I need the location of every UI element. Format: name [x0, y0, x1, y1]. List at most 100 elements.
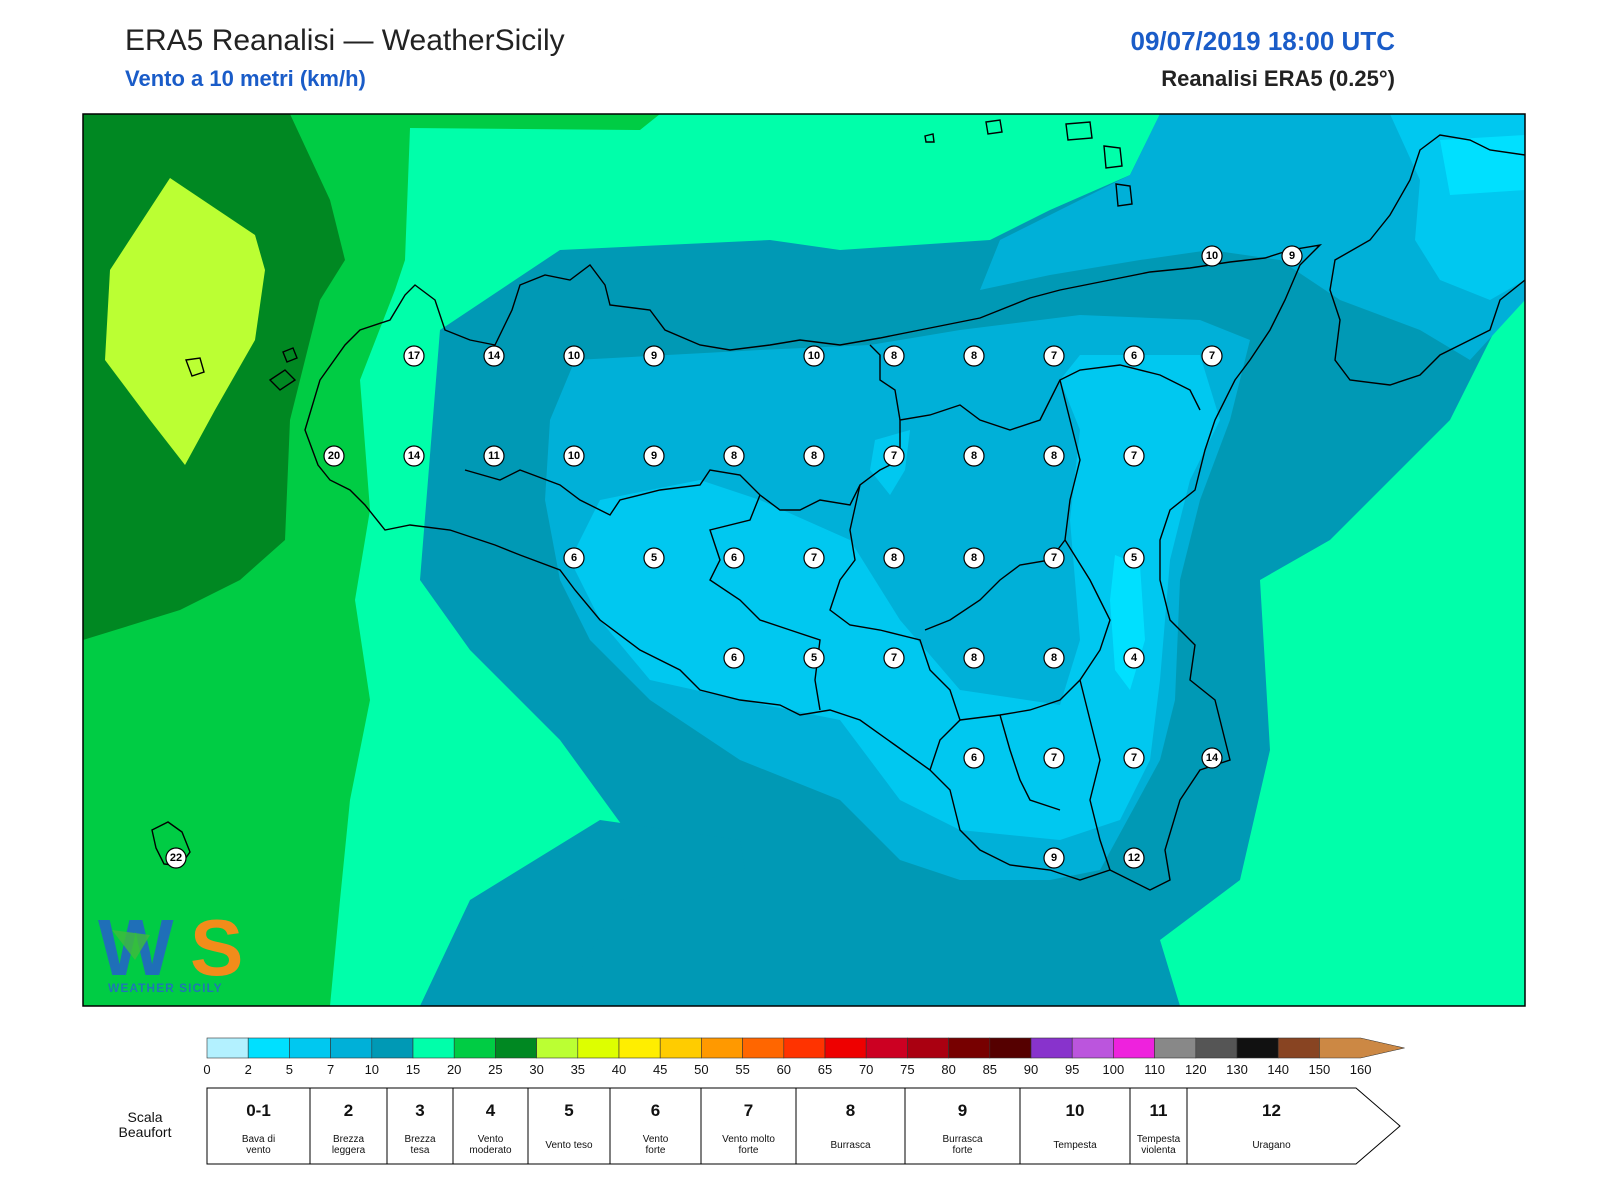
beaufort-number: 6 [651, 1101, 660, 1120]
colorbar-tick-label: 85 [983, 1062, 997, 1077]
station-value: 9 [651, 350, 657, 362]
station-marker: 6 [963, 747, 985, 769]
station-value: 10 [1206, 250, 1218, 262]
colorbar-tick-label: 160 [1350, 1062, 1372, 1077]
station-marker: 5 [1123, 547, 1145, 569]
beaufort-title-2: Beaufort [119, 1124, 172, 1140]
station-marker: 7 [1123, 445, 1145, 467]
station-marker: 17 [403, 345, 425, 367]
colorbar-segment [289, 1037, 331, 1059]
station-marker: 8 [963, 647, 985, 669]
beaufort-number: 7 [744, 1101, 753, 1120]
station-circle [963, 647, 985, 669]
station-marker: 7 [1043, 547, 1065, 569]
colorbar-tick-label: 40 [612, 1062, 626, 1077]
station-circle [1123, 547, 1145, 569]
station-value: 7 [1131, 752, 1137, 764]
beaufort-number: 8 [846, 1101, 855, 1120]
station-circle [643, 345, 665, 367]
colorbar-tick-label: 130 [1226, 1062, 1248, 1077]
station-value: 8 [731, 450, 737, 462]
station-marker: 14 [403, 445, 425, 467]
colorbar-segment [701, 1037, 743, 1059]
station-circle [483, 445, 505, 467]
beaufort-cell [527, 1087, 611, 1165]
colorbar-segment [742, 1037, 785, 1059]
colorbar-tick-label: 10 [365, 1062, 379, 1077]
station-marker: 9 [1043, 847, 1065, 869]
colorbar-segment [1277, 1037, 1320, 1059]
station-circle [1123, 647, 1145, 669]
station-value: 8 [971, 652, 977, 664]
beaufort-class: 5 Vento teso [527, 1087, 611, 1165]
beaufort-cell [309, 1087, 388, 1165]
beaufort-cell [386, 1087, 454, 1165]
station-marker: 7 [1043, 345, 1065, 367]
station-value: 9 [1051, 852, 1057, 864]
beaufort-number: 9 [958, 1101, 967, 1120]
beaufort-cell [206, 1087, 311, 1165]
colorbar-tick-label: 90 [1024, 1062, 1038, 1077]
station-value: 5 [811, 652, 817, 664]
station-circle [723, 547, 745, 569]
station-circle [723, 445, 745, 467]
colorbar-segment [989, 1037, 1032, 1059]
colorbar-tick-label: 20 [447, 1062, 461, 1077]
colorbar-segment [865, 1037, 908, 1059]
beaufort-desc: forte [952, 1145, 972, 1156]
beaufort-number: 5 [564, 1101, 573, 1120]
beaufort-cell [795, 1087, 906, 1165]
beaufort-desc: Tempesta [1053, 1140, 1097, 1151]
station-labels: 10 9 17 14 10 9 10 8 8 7 6 7 20 14 11 10 9 8 8 7 8 8 7 6 5 6 7 8 8 7 5… [165, 245, 1303, 869]
station-value: 8 [811, 450, 817, 462]
station-marker: 8 [1043, 445, 1065, 467]
station-circle [1123, 345, 1145, 367]
beaufort-number: 0-1 [246, 1101, 271, 1120]
station-value: 10 [568, 350, 580, 362]
colorbar-tick-label: 70 [859, 1062, 873, 1077]
map-subtitle: Vento a 10 metri (km/h) [125, 66, 366, 91]
beaufort-desc: Brezza [333, 1134, 365, 1145]
colorbar-segment [1195, 1037, 1238, 1059]
station-value: 9 [1289, 250, 1295, 262]
station-circle [563, 345, 585, 367]
beaufort-desc: Bava di [242, 1134, 275, 1145]
station-circle [165, 847, 187, 869]
colorbar-tick-label: 95 [1065, 1062, 1079, 1077]
wind-speed-colorbar: 0 2 5 7 10 15 20 25 30 35 40 45 50 55 60 65 70 75 80 85 90 95… [203, 1037, 1405, 1077]
station-marker: 5 [803, 647, 825, 669]
station-marker: 8 [1043, 647, 1065, 669]
station-marker: 7 [1123, 747, 1145, 769]
colorbar-tick-label: 0 [203, 1062, 210, 1077]
station-marker: 14 [1201, 747, 1223, 769]
colorbar-tick-label: 55 [735, 1062, 749, 1077]
beaufort-title-1: Scala [127, 1109, 162, 1125]
station-marker: 8 [963, 445, 985, 467]
station-circle [563, 547, 585, 569]
station-marker: 9 [1281, 245, 1303, 267]
dataset-label: Reanalisi ERA5 (0.25°) [1161, 66, 1395, 91]
station-value: 5 [651, 552, 657, 564]
station-marker: 10 [563, 445, 585, 467]
colorbar-segment [1071, 1037, 1114, 1059]
station-value: 12 [1128, 852, 1140, 864]
station-circle [883, 547, 905, 569]
beaufort-cell [700, 1087, 797, 1165]
beaufort-cell [609, 1087, 702, 1165]
station-circle [803, 345, 825, 367]
station-marker: 10 [803, 345, 825, 367]
station-value: 6 [731, 652, 737, 664]
station-value: 22 [170, 852, 182, 864]
colorbar-segment [1236, 1037, 1279, 1059]
station-value: 8 [891, 350, 897, 362]
station-marker: 20 [323, 445, 345, 467]
station-marker: 7 [1043, 747, 1065, 769]
station-marker: 6 [723, 547, 745, 569]
station-value: 14 [1206, 752, 1219, 764]
station-marker: 5 [643, 547, 665, 569]
colorbar-segment [907, 1037, 949, 1059]
beaufort-number: 3 [415, 1101, 424, 1120]
